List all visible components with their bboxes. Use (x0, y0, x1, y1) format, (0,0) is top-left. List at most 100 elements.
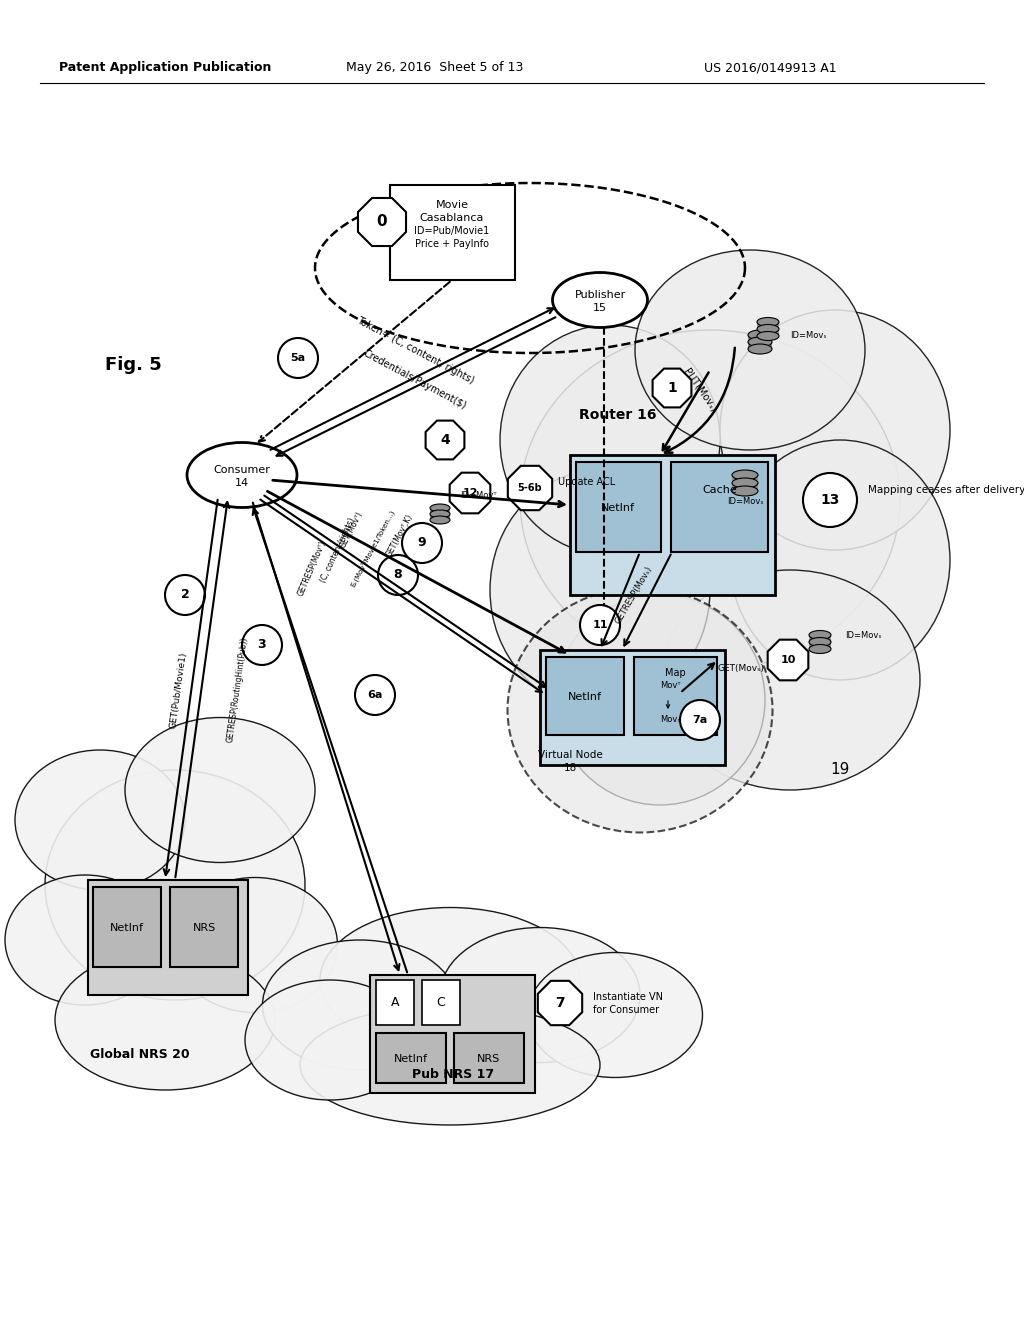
Bar (454, 1034, 524, 1082)
Bar (634, 657, 717, 735)
Ellipse shape (809, 638, 831, 647)
Ellipse shape (430, 516, 450, 524)
Text: 4: 4 (440, 433, 450, 447)
Text: Fig. 5: Fig. 5 (105, 356, 162, 374)
Text: 7: 7 (555, 997, 565, 1010)
Bar (748, 342, 772, 348)
Ellipse shape (527, 953, 702, 1077)
Text: NetInf: NetInf (394, 1053, 428, 1064)
Text: NetInf: NetInf (601, 503, 635, 513)
Bar (809, 635, 831, 642)
Ellipse shape (440, 928, 640, 1063)
Text: 3: 3 (258, 639, 266, 652)
Text: 0: 0 (377, 214, 387, 230)
Text: GETRESP(RoutingHint(Pub)): GETRESP(RoutingHint(Pub)) (226, 636, 250, 743)
Text: 1: 1 (667, 381, 677, 395)
Ellipse shape (660, 570, 920, 789)
Bar (430, 513, 450, 520)
Text: 13: 13 (820, 492, 840, 507)
Circle shape (165, 576, 205, 615)
Bar (170, 887, 238, 968)
Text: 11: 11 (592, 620, 608, 630)
Bar (430, 508, 450, 513)
Text: Pub NRS 17: Pub NRS 17 (412, 1068, 494, 1081)
Bar (809, 642, 831, 649)
Ellipse shape (720, 310, 950, 550)
Text: GET(Pub/Movie1): GET(Pub/Movie1) (168, 651, 187, 729)
Text: for Consumer: for Consumer (593, 1005, 659, 1015)
Ellipse shape (732, 478, 758, 488)
Text: ID=Pub/Movie1: ID=Pub/Movie1 (415, 226, 489, 236)
Ellipse shape (500, 325, 720, 554)
Bar (732, 483, 758, 491)
Polygon shape (358, 198, 407, 246)
Ellipse shape (125, 718, 315, 862)
Text: Map: Map (665, 668, 685, 678)
Text: 12: 12 (462, 488, 478, 498)
Ellipse shape (508, 587, 772, 833)
Bar (376, 979, 414, 1026)
Circle shape (803, 473, 857, 527)
Text: Credentials/Payment($): Credentials/Payment($) (361, 348, 468, 412)
Ellipse shape (809, 644, 831, 653)
Text: 5-6b: 5-6b (518, 483, 543, 492)
Ellipse shape (15, 750, 185, 890)
Text: Movₛ: Movₛ (659, 715, 680, 725)
Bar (376, 1034, 446, 1082)
Text: Instantiate VN: Instantiate VN (593, 993, 663, 1002)
Bar (370, 975, 535, 1093)
Bar (390, 185, 515, 280)
Text: GET(Movₛ): GET(Movₛ) (718, 664, 765, 672)
Text: GETRESP(Movᵀ): GETRESP(Movᵀ) (296, 539, 328, 597)
Text: 9: 9 (418, 536, 426, 549)
Ellipse shape (55, 950, 275, 1090)
Ellipse shape (172, 878, 338, 1012)
Text: Publisher: Publisher (574, 290, 626, 300)
Ellipse shape (730, 440, 950, 680)
Text: Cache: Cache (702, 484, 737, 495)
Text: Price + PayInfo: Price + PayInfo (415, 239, 489, 249)
Bar (546, 657, 624, 735)
Text: GETRESP(Movₛ): GETRESP(Movₛ) (613, 565, 654, 626)
Ellipse shape (748, 330, 772, 341)
Ellipse shape (430, 510, 450, 517)
Text: C: C (436, 997, 445, 1010)
Bar (748, 335, 772, 342)
Text: ID=Movₛ: ID=Movₛ (790, 330, 826, 339)
Bar (93, 887, 161, 968)
Text: 7a: 7a (692, 715, 708, 725)
Bar (540, 649, 725, 766)
Ellipse shape (553, 272, 647, 327)
Circle shape (278, 338, 318, 378)
Text: GET(Movᵀ,K): GET(Movᵀ,K) (385, 512, 415, 558)
Circle shape (355, 675, 395, 715)
Ellipse shape (490, 470, 710, 710)
Ellipse shape (635, 249, 865, 450)
Polygon shape (450, 473, 490, 513)
Text: (C, content/rights): (C, content/rights) (319, 516, 357, 583)
Ellipse shape (748, 345, 772, 354)
Bar (575, 462, 662, 552)
Polygon shape (508, 466, 552, 510)
Text: 6a: 6a (368, 690, 383, 700)
Text: ID=Movₛ: ID=Movₛ (727, 498, 763, 507)
Ellipse shape (757, 331, 779, 341)
Text: Eₖ(Movᵀ/Movie1/Token...): Eₖ(Movᵀ/Movie1/Token...) (348, 508, 395, 587)
Ellipse shape (245, 979, 415, 1100)
Text: ID=Movᵀ: ID=Movᵀ (460, 491, 497, 500)
Circle shape (242, 624, 282, 665)
Text: 5a: 5a (291, 352, 305, 363)
Text: Movie: Movie (435, 201, 469, 210)
FancyArrowPatch shape (665, 347, 735, 453)
Text: Consumer: Consumer (214, 465, 270, 475)
Text: NRS: NRS (193, 923, 216, 933)
Text: Update ACL: Update ACL (558, 477, 615, 487)
Text: Virtual Node: Virtual Node (538, 750, 602, 760)
Text: 15: 15 (593, 304, 607, 313)
Text: May 26, 2016  Sheet 5 of 13: May 26, 2016 Sheet 5 of 13 (346, 62, 523, 74)
Text: 18: 18 (563, 763, 577, 774)
Ellipse shape (757, 325, 779, 334)
Bar (757, 329, 779, 337)
Polygon shape (538, 981, 583, 1026)
Ellipse shape (555, 595, 765, 805)
